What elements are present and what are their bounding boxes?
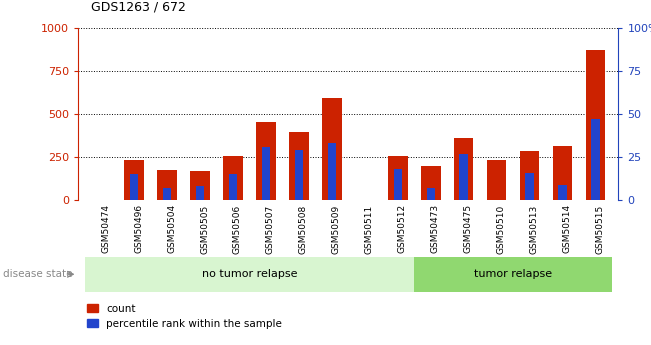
Bar	[262, 147, 270, 200]
Text: no tumor relapse: no tumor relapse	[202, 269, 298, 279]
Bar	[196, 186, 204, 200]
Text: GSM50506: GSM50506	[233, 204, 242, 254]
Bar	[157, 170, 177, 200]
Bar	[163, 188, 171, 200]
Text: tumor relapse: tumor relapse	[474, 269, 552, 279]
Bar	[525, 172, 534, 200]
Bar	[487, 159, 506, 200]
Bar	[454, 138, 473, 200]
Bar	[322, 98, 342, 200]
Bar	[585, 50, 605, 200]
Text: GSM50507: GSM50507	[266, 204, 275, 254]
Text: GDS1263 / 672: GDS1263 / 672	[91, 1, 186, 14]
Bar	[130, 174, 138, 200]
Bar	[559, 185, 566, 200]
Text: GSM50474: GSM50474	[101, 204, 110, 253]
Text: GSM50509: GSM50509	[332, 204, 341, 254]
Legend: count, percentile rank within the sample: count, percentile rank within the sample	[83, 299, 286, 333]
Text: disease state: disease state	[3, 269, 73, 279]
Bar	[460, 154, 467, 200]
Bar	[519, 151, 540, 200]
Text: GSM50496: GSM50496	[134, 204, 143, 254]
Bar	[394, 169, 402, 200]
Text: GSM50514: GSM50514	[562, 204, 572, 254]
Text: GSM50505: GSM50505	[200, 204, 209, 254]
Text: GSM50513: GSM50513	[529, 204, 538, 254]
Bar	[256, 122, 276, 200]
Text: GSM50473: GSM50473	[431, 204, 439, 254]
Bar	[591, 119, 600, 200]
Bar	[295, 150, 303, 200]
Text: GSM50515: GSM50515	[596, 204, 604, 254]
Bar	[190, 171, 210, 200]
Bar	[124, 159, 144, 200]
Bar	[388, 156, 408, 200]
Bar	[414, 257, 612, 292]
Bar	[223, 156, 243, 200]
Bar	[85, 257, 414, 292]
Text: GSM50512: GSM50512	[398, 204, 407, 254]
Text: GSM50510: GSM50510	[497, 204, 506, 254]
Bar	[289, 132, 309, 200]
Bar	[327, 143, 336, 200]
Bar	[426, 188, 435, 200]
Bar	[229, 174, 237, 200]
Bar	[421, 167, 441, 200]
Text: GSM50508: GSM50508	[299, 204, 308, 254]
Text: GSM50511: GSM50511	[365, 204, 374, 254]
Bar	[553, 146, 572, 200]
Text: GSM50475: GSM50475	[464, 204, 473, 254]
Text: GSM50504: GSM50504	[167, 204, 176, 254]
